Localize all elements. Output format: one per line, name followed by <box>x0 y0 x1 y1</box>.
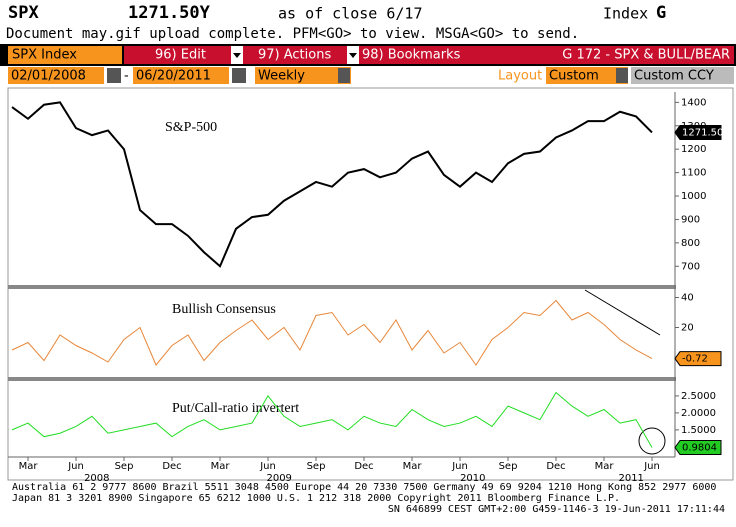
y-tick-label: 1400 <box>681 97 706 108</box>
calendar-icon[interactable] <box>232 68 246 83</box>
currency-field[interactable] <box>631 67 734 84</box>
series-line <box>11 391 653 448</box>
period-field[interactable] <box>255 67 351 84</box>
x-tick-label: 2009 <box>266 473 291 484</box>
ticker: SPX <box>8 3 39 23</box>
menu-edit[interactable]: 96) Edit <box>155 48 206 63</box>
x-tick-label: Mar <box>595 461 615 472</box>
calendar-icon[interactable] <box>107 68 121 83</box>
chart-frame <box>7 87 734 481</box>
panel-title: S&P-500 <box>165 120 217 135</box>
panel-title: Put/Call-ratio invertert <box>172 401 299 416</box>
y-tick-label: 900 <box>681 214 700 225</box>
y-tick-label: 20 <box>681 323 694 334</box>
start-date: 02/01/2008 <box>11 69 86 84</box>
y-tick-label: 700 <box>681 261 700 272</box>
y-tick-label: 1000 <box>681 191 706 202</box>
function: G 172 - SPX & BULL/BEAR <box>562 48 730 63</box>
last-value-box <box>674 351 722 367</box>
x-tick-label: Jun <box>259 461 276 472</box>
market-key: G <box>656 3 666 23</box>
last-value-box <box>674 124 722 140</box>
menu-bar <box>124 46 734 64</box>
dash: - <box>124 69 129 84</box>
market: Index <box>603 5 648 23</box>
layout: Custom <box>549 69 599 84</box>
x-tick-label: Sep <box>307 461 326 472</box>
menu-actions[interactable]: 97) Actions <box>258 48 331 63</box>
y-tick-label: 2.5000 <box>681 391 716 402</box>
y-tick-label: 1100 <box>681 168 706 179</box>
x-tick-label: Sep <box>499 461 518 472</box>
footer-line: Japan 81 3 3201 8900 Singapore 65 6212 1… <box>12 493 620 504</box>
last-value-label: 1271.50 <box>682 127 723 138</box>
x-tick-label: Dec <box>354 461 373 472</box>
y-tick-label: 1200 <box>681 144 706 155</box>
footer-line: SN 646899 CEST GMT+2:00 G459-1146-3 19-J… <box>388 504 725 515</box>
security: SPX Index <box>12 48 77 63</box>
arrow <box>349 53 357 58</box>
as-of: as of close 6/17 <box>278 5 423 23</box>
series-line <box>11 101 653 268</box>
x-tick-label: Jun <box>451 461 468 472</box>
x-tick-label: Mar <box>211 461 231 472</box>
start-field[interactable] <box>8 67 104 84</box>
end-field[interactable] <box>133 67 229 84</box>
y-tick-label: 1.5000 <box>681 425 716 436</box>
x-tick-label: 2010 <box>460 473 485 484</box>
panel-divider <box>8 285 676 289</box>
series-line <box>11 299 653 366</box>
x-tick-label: Mar <box>19 461 39 472</box>
price: 1271.50Y <box>128 3 211 23</box>
footer-line: Australia 61 2 9777 8600 Brazil 5511 304… <box>12 482 716 493</box>
circle-annotation <box>638 427 666 455</box>
y-tick-label: 40 <box>681 293 694 304</box>
arrow <box>233 53 241 58</box>
x-tick-label: Jun <box>67 461 84 472</box>
layout-field[interactable] <box>546 67 628 84</box>
x-tick-label: Sep <box>115 461 134 472</box>
last-value-label: -0.72 <box>682 354 708 365</box>
x-tick-label: Dec <box>546 461 565 472</box>
dropdown[interactable] <box>338 68 350 83</box>
last-value-box <box>674 440 722 456</box>
trend-annotation <box>584 289 661 336</box>
x-tick-label: Jun <box>643 461 660 472</box>
security-field[interactable] <box>8 46 122 64</box>
y-tick-label: 800 <box>681 238 700 249</box>
dropdown[interactable] <box>616 68 628 83</box>
panel-divider <box>8 377 676 381</box>
end-date: 06/20/2011 <box>136 69 211 84</box>
x-tick-label: Mar <box>403 461 423 472</box>
message: Document may.gif upload complete. PFM<GO… <box>6 26 579 42</box>
currency: Custom CCY <box>634 69 714 84</box>
layout-label: Layout <box>498 69 542 84</box>
y-tick-label: 2.0000 <box>681 408 716 419</box>
period: Weekly <box>258 69 305 84</box>
x-tick-label: Dec <box>162 461 181 472</box>
x-tick-label: 2008 <box>84 473 109 484</box>
x-tick-label: 2011 <box>618 473 643 484</box>
menu-bookmarks[interactable]: 98) Bookmarks <box>362 48 461 63</box>
last-value-label: 0.9804 <box>682 443 717 454</box>
panel-title: Bullish Consensus <box>172 302 276 317</box>
header-bg <box>0 0 736 44</box>
